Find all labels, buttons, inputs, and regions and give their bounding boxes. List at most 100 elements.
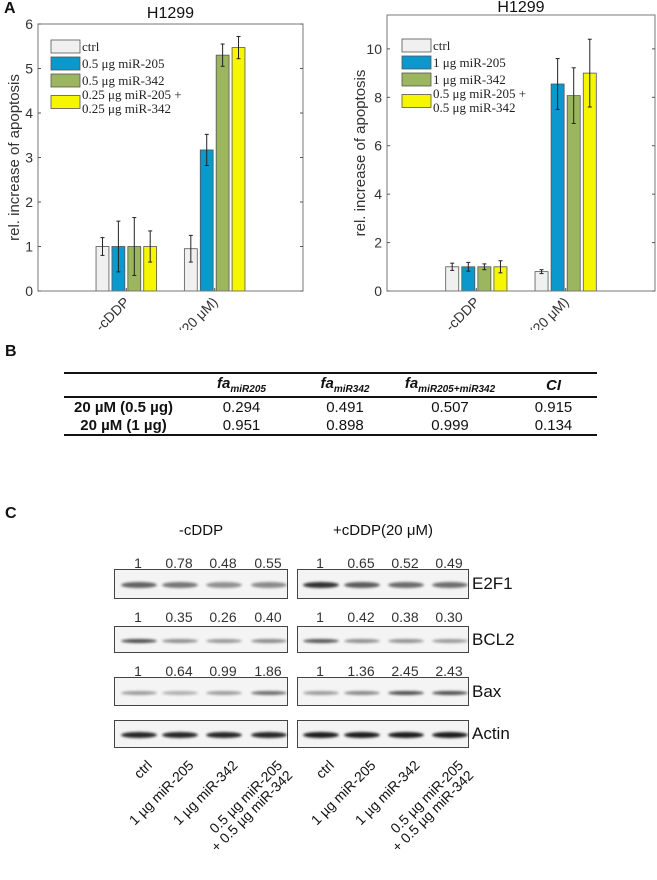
row-label: 20 µM (0.5 µg) (74, 398, 173, 416)
bar (566, 95, 581, 292)
chart-title: H1299 (147, 5, 194, 22)
band (388, 732, 424, 738)
y-tick-label: 2 (374, 235, 382, 251)
quantification-value: 1 (134, 555, 142, 571)
band (344, 638, 380, 643)
y-tick-label: 10 (366, 41, 382, 57)
legend-swatch (401, 38, 432, 53)
y-tick-label: 6 (374, 138, 382, 154)
quantification-value: 0.99 (209, 663, 237, 679)
quantification-value: 0.38 (391, 609, 419, 625)
legend-swatch (50, 95, 81, 109)
panel-label-a: A (4, 0, 16, 17)
band (206, 690, 242, 695)
cell: 0.507 (431, 398, 469, 416)
blot-bax (114, 677, 288, 706)
legend-label: 0.5 μg miR-342 (82, 73, 164, 88)
y-tick-label: 6 (25, 16, 33, 32)
cell: 0.951 (222, 416, 261, 434)
band (251, 732, 287, 738)
quantification-value: 1 (316, 555, 324, 571)
band (251, 638, 287, 643)
quantification-value: 0.42 (347, 609, 375, 625)
legend-swatch (401, 72, 432, 87)
axes-box (386, 14, 656, 292)
legend-label: ctrl (82, 39, 100, 54)
protein-label: Bax (472, 681, 502, 701)
y-tick-label: 4 (374, 186, 382, 202)
chart-2: 0 2 4 6 8 10 -cDDP +cDDP (20 μM) H1299 rel. incre… (352, 0, 656, 330)
blot-actin (297, 720, 469, 748)
header-empty (64, 373, 183, 397)
row-label: 20 µM (1 µg) (80, 416, 167, 434)
x-tick-label: +cDDP (20 μM) (141, 294, 221, 330)
quantification-value: 0.40 (254, 609, 282, 625)
legend: ctrl 0.5 μg miR-205 0.5 μg miR-342 0.25 μg … (50, 39, 182, 116)
band (388, 690, 424, 695)
band (162, 582, 198, 588)
band (121, 690, 157, 695)
band (206, 732, 242, 738)
legend-swatch (50, 73, 81, 88)
quantification-value: 2.45 (391, 663, 419, 679)
band (303, 690, 339, 695)
band (432, 690, 468, 695)
table-row: 20 µM (1 µg) 0.951 0.898 0.999 0.134 (64, 416, 597, 435)
header-fa-mir342: famiR342 (320, 375, 370, 395)
chart-title: H1299 (497, 0, 544, 16)
cell: 0.915 (534, 398, 573, 416)
legend-swatch (50, 56, 81, 71)
quantification-value: 2.43 (435, 663, 463, 679)
cell: 0.999 (431, 416, 469, 434)
y-tick-label: 8 (374, 89, 382, 105)
bar (215, 54, 230, 292)
group-title: -cDDP (178, 522, 224, 539)
cell: 0.134 (534, 416, 573, 434)
y-tick-label: 2 (25, 194, 33, 210)
quantification-value: 0.35 (165, 609, 193, 625)
band (344, 732, 380, 738)
quantification-value: 1.86 (254, 663, 282, 679)
band (344, 582, 380, 588)
quantification-value: 0.26 (209, 609, 237, 625)
cell: 0.491 (326, 398, 364, 416)
band (251, 690, 287, 695)
y-axis-label: rel. increase of apoptosis (352, 70, 369, 237)
quantification-value: 0.64 (165, 663, 193, 679)
table-row: 20 µM (0.5 µg) 0.294 0.491 0.507 0.915 (64, 397, 597, 416)
blot-bcl2 (297, 626, 469, 653)
band (251, 582, 287, 588)
blot-bcl2 (114, 626, 288, 653)
legend-label: 0.5 μg miR-205 (82, 56, 164, 71)
chart-1: 0 1 2 3 4 5 6 -cDDP+cDDP (20 μM) H1299 rel. incre… (6, 5, 304, 330)
legend-label: 0.25 μg miR-342 (82, 101, 171, 116)
legend-label: 1 μg miR-205 (433, 55, 506, 70)
legend-label: 0.5 μg miR-342 (433, 100, 515, 115)
y-tick-label: 5 (25, 61, 33, 77)
bar (231, 47, 246, 292)
band (432, 582, 468, 588)
bar (199, 149, 214, 292)
y-axis-label: rel. increase of apoptosis (6, 74, 23, 241)
band (206, 638, 242, 643)
header-fa-combo: famiR205+miR342 (404, 375, 496, 395)
protein-label: Actin (472, 724, 510, 743)
group-title: +cDDP(20 μM) (333, 522, 433, 539)
quantification-value: 0.30 (435, 609, 463, 625)
table-header-row: famiR205 famiR342 famiR205+miR342 CI (64, 373, 597, 397)
quantification-value: 1.36 (347, 663, 375, 679)
quantification-value: 0.65 (347, 555, 375, 571)
band (303, 732, 339, 738)
quantification-value: 0.48 (209, 555, 237, 571)
bar (550, 83, 565, 292)
y-tick-label: 1 (25, 239, 33, 255)
quantification-value: 0.52 (391, 555, 419, 571)
cell: 0.898 (326, 416, 364, 434)
panel-label-b: B (5, 343, 17, 360)
band (162, 638, 198, 643)
quantification-value: 0.49 (435, 555, 463, 571)
bar (534, 271, 549, 292)
lane-label-text: ctrl (130, 757, 156, 782)
